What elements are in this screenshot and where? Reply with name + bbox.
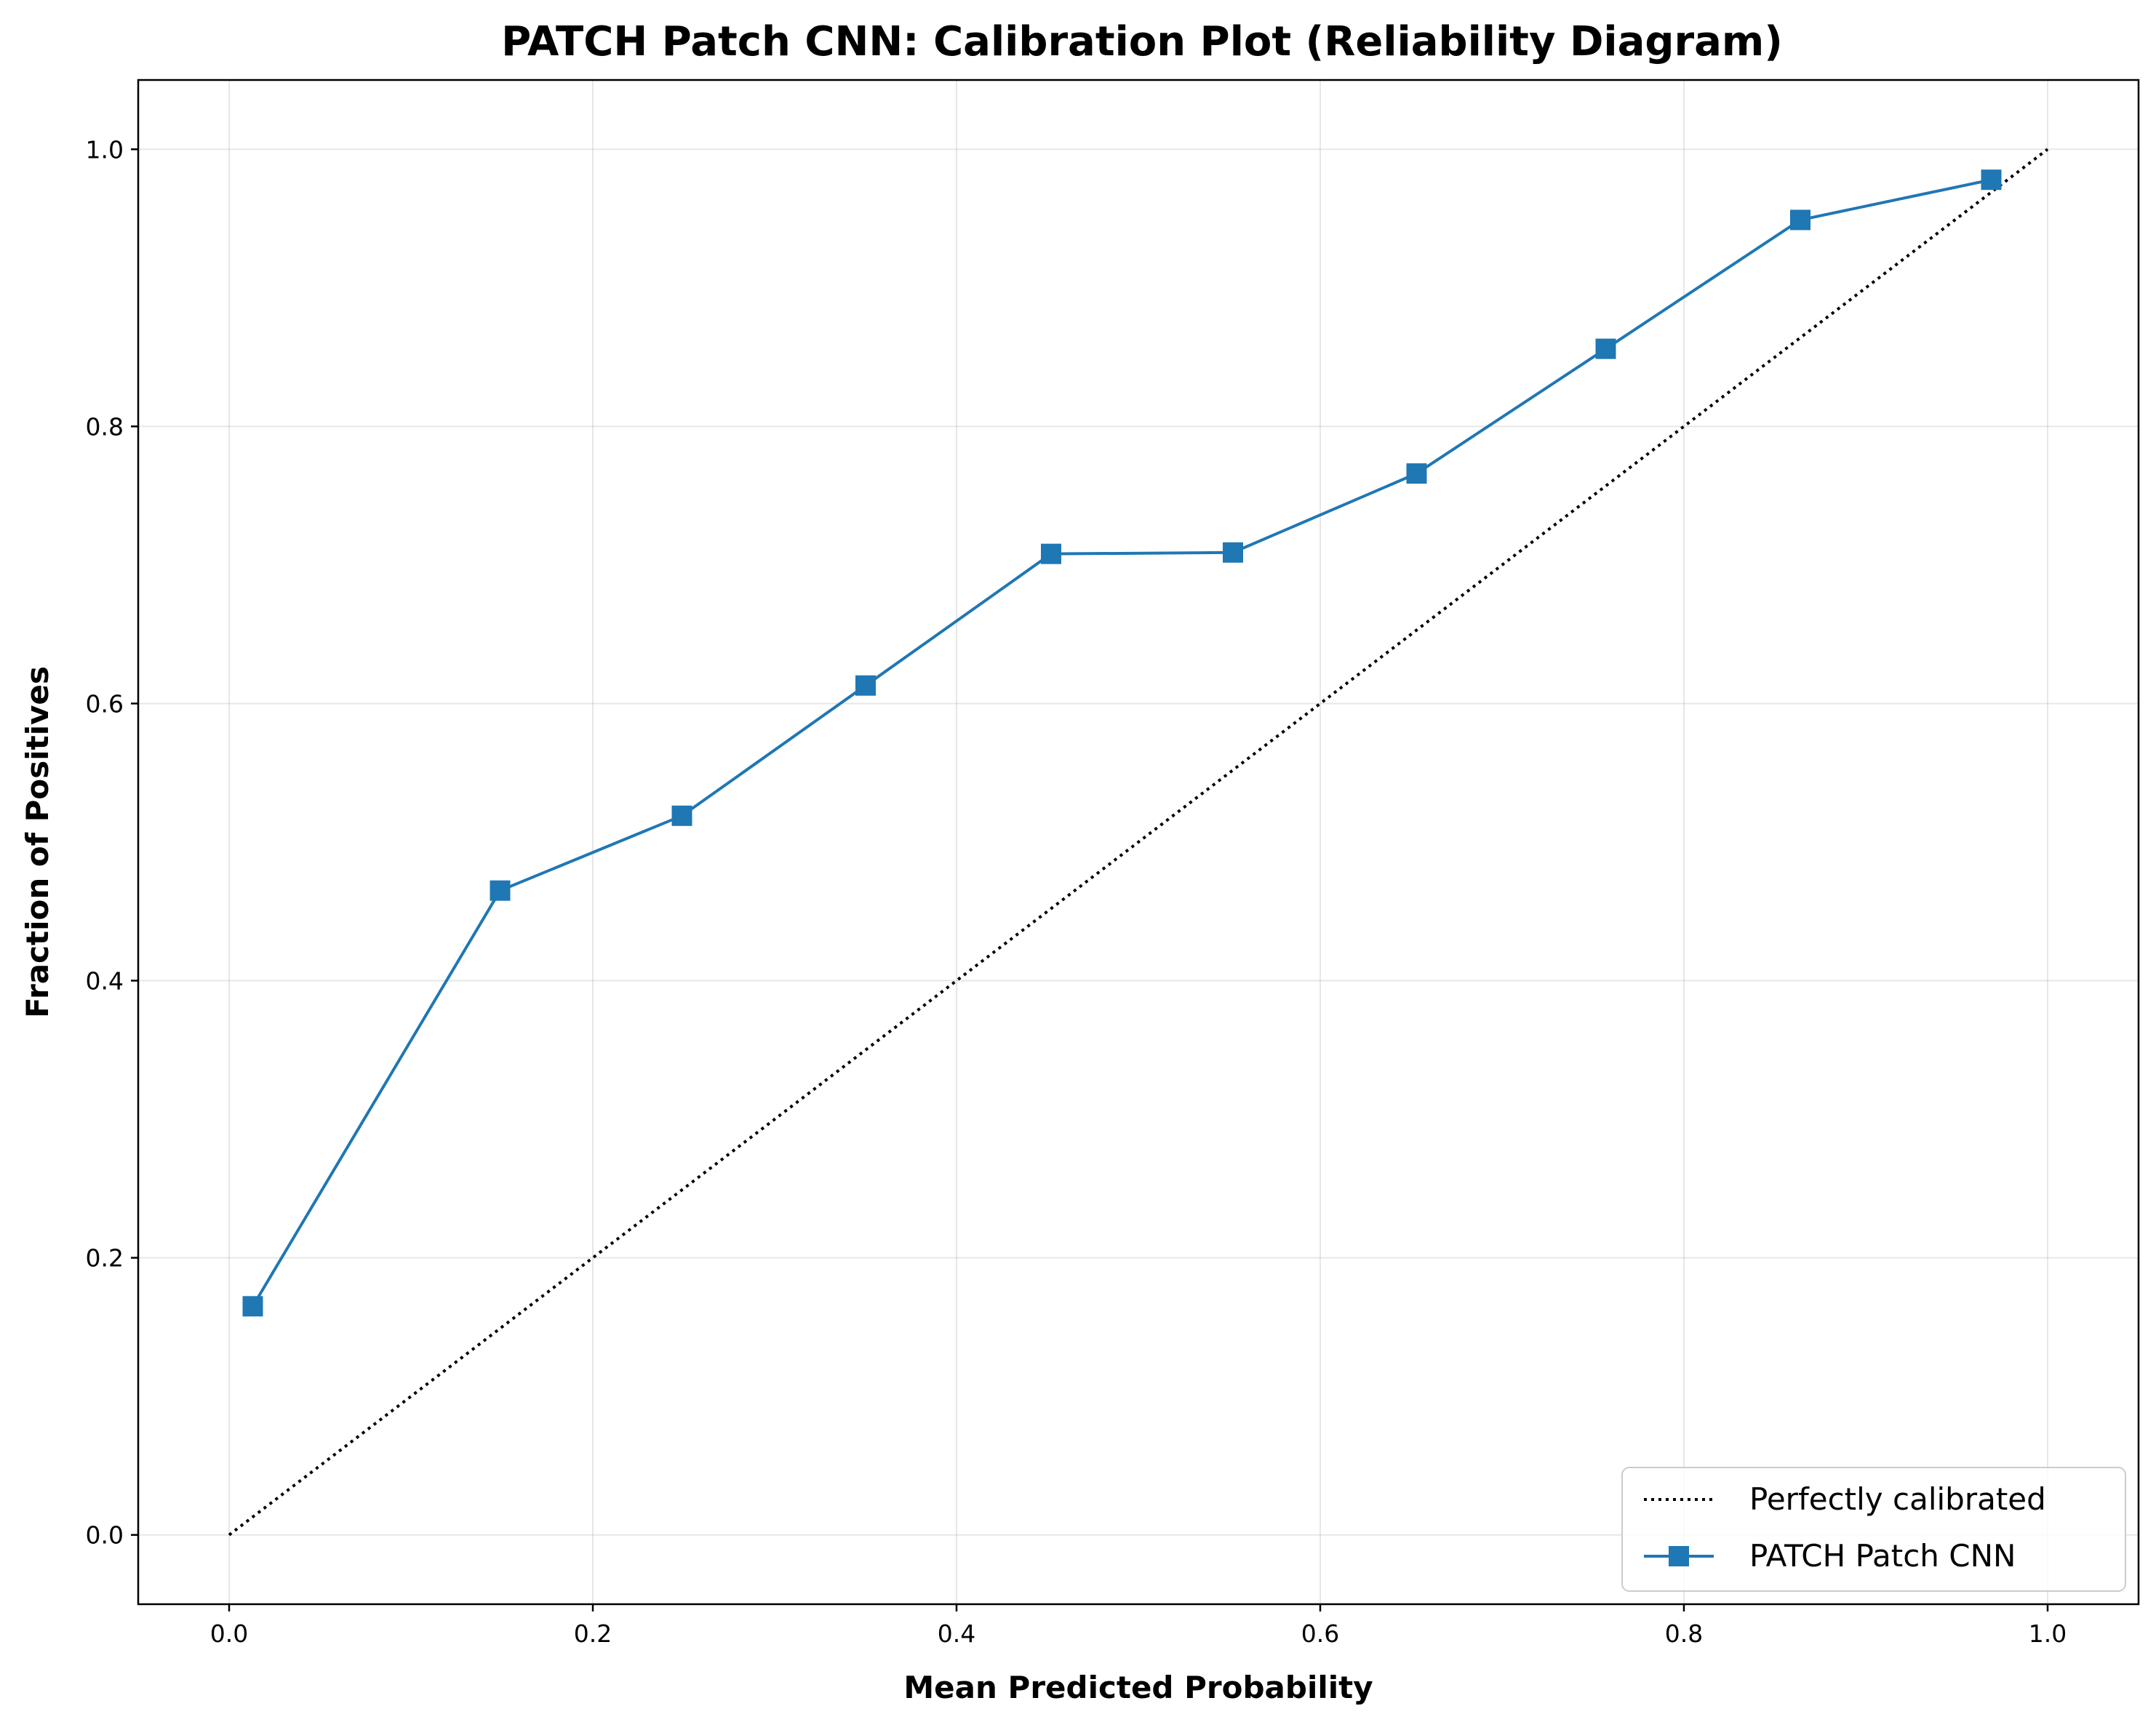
legend-label-patch-cnn: PATCH Patch CNN [1749,1538,2016,1574]
x-axis-label: Mean Predicted Probability [903,1670,1373,1705]
x-tick-label: 0.0 [210,1619,248,1648]
patch-cnn-point [1790,209,1810,231]
patch-cnn-point [1981,169,2002,191]
x-tick-label: 0.8 [1665,1619,1703,1648]
patch-cnn-point [242,1296,263,1317]
patch-cnn-point [1223,542,1243,563]
y-tick-label: 0.8 [86,412,124,441]
x-tick-label: 0.4 [938,1619,975,1648]
series-layer [228,148,2049,1537]
patch-cnn-point [1595,338,1616,359]
patch-cnn-point [490,880,511,901]
axis-ticks: 0.0 0.2 0.4 0.6 0.8 1.0 0.0 0.2 0.4 0.6 0.8 1.0 [86,135,2067,1648]
legend-box [1621,1467,2126,1592]
patch-cnn-point [671,805,692,826]
patch-cnn-point [855,675,876,696]
y-tick-label: 0.4 [86,967,124,996]
chart-title: PATCH Patch CNN: Calibration Plot (Relia… [501,18,1783,65]
legend-marker-patch-cnn [1669,1546,1689,1566]
x-tick-label: 1.0 [2029,1619,2067,1648]
perfect-calibration-line [228,148,2049,1537]
plot-frame [137,79,2140,1606]
x-tick-label: 0.6 [1301,1619,1339,1648]
legend: Perfectly calibrated PATCH Patch CNN [1621,1467,2126,1592]
y-tick-label: 1.0 [86,135,124,164]
legend-label-perfect: Perfectly calibrated [1749,1481,2046,1517]
plot-area [137,79,2140,1606]
x-tick-label: 0.2 [574,1619,612,1648]
y-axis-label: Fraction of Positives [20,666,55,1018]
patch-cnn-line [251,178,1992,1307]
y-tick-label: 0.0 [86,1521,124,1550]
y-tick-label: 0.6 [86,689,124,718]
patch-cnn-point [1406,463,1427,484]
patch-cnn-point [1041,543,1061,564]
y-tick-label: 0.2 [86,1244,124,1273]
